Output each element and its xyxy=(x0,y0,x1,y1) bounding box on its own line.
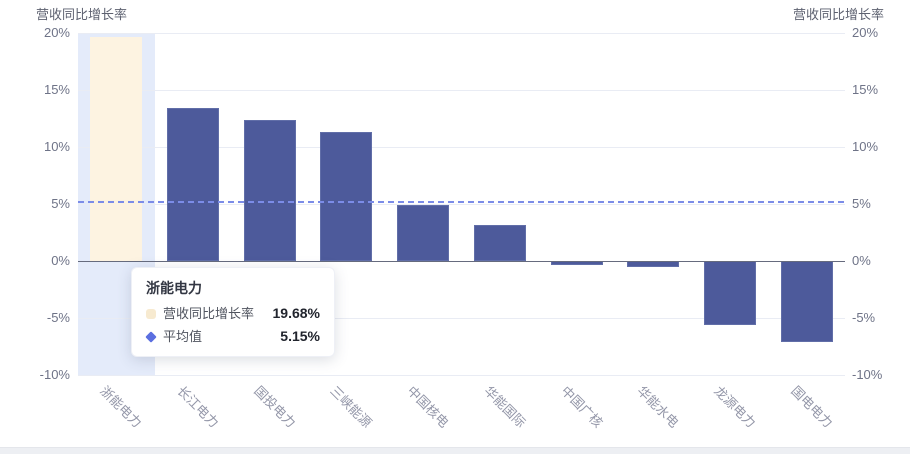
y-tick-label-left: 15% xyxy=(43,82,70,97)
y-gridline xyxy=(78,33,845,34)
bar-国投电力[interactable] xyxy=(244,120,296,261)
bar-国电电力[interactable] xyxy=(781,261,833,342)
y-tick-label-right: 20% xyxy=(852,25,879,40)
y-tick-label-right: 0% xyxy=(852,253,871,268)
x-axis-label-国投电力[interactable]: 国投电力 xyxy=(251,383,299,431)
y-tick-label-left: 20% xyxy=(43,25,70,40)
y-gridline xyxy=(78,147,845,148)
tooltip-series-label: 营收同比增长率 xyxy=(163,306,255,321)
x-axis-label-浙能电力[interactable]: 浙能电力 xyxy=(97,383,145,431)
average-markline xyxy=(78,201,845,203)
y-tick-label-right: -10% xyxy=(852,367,883,382)
y-tick-label-right: 5% xyxy=(852,196,871,211)
y-gridline xyxy=(78,318,845,319)
tooltip-average-value: 5.15% xyxy=(280,328,320,344)
x-axis-label-中国核电[interactable]: 中国核电 xyxy=(404,383,452,431)
y-tick-label-right: 10% xyxy=(852,139,879,154)
tooltip-average-label: 平均值 xyxy=(163,329,203,344)
y-tick-label-right: -5% xyxy=(852,310,876,325)
right-y-axis-title: 营收同比增长率 xyxy=(792,7,884,22)
bar-中国核电[interactable] xyxy=(397,205,449,261)
bar-龙源电力[interactable] xyxy=(704,261,756,325)
tooltip-title: 浙能电力 xyxy=(146,280,202,296)
diamond-icon xyxy=(145,330,157,343)
y-gridline xyxy=(78,204,845,205)
y-tick-label-right: 15% xyxy=(852,82,879,97)
bar-华能国际[interactable] xyxy=(474,225,526,261)
page-bottom-divider xyxy=(0,447,910,454)
y-tick-label-left: 0% xyxy=(51,253,70,268)
x-axis-label-华能国际[interactable]: 华能国际 xyxy=(481,383,529,431)
x-axis-label-龙源电力[interactable]: 龙源电力 xyxy=(711,383,759,431)
x-axis-label-三峡能源[interactable]: 三峡能源 xyxy=(327,383,375,431)
square-icon xyxy=(146,308,156,319)
y-tick-label-left: -5% xyxy=(46,310,70,325)
bar-长江电力[interactable] xyxy=(167,108,219,261)
x-axis-label-华能水电[interactable]: 华能水电 xyxy=(634,383,682,431)
y-tick-label-left: 10% xyxy=(43,139,70,154)
bar-浙能电力[interactable] xyxy=(90,37,142,261)
tooltip-row-average: 平均值 5.15% xyxy=(145,325,320,348)
bar-三峡能源[interactable] xyxy=(320,132,372,261)
left-y-axis-title: 营收同比增长率 xyxy=(36,7,128,22)
y-gridline xyxy=(78,90,845,91)
y-tick-label-left: -10% xyxy=(39,367,70,382)
y-tick-label-left: 5% xyxy=(51,196,70,211)
tooltip-row-series: 营收同比增长率 19.68% xyxy=(146,302,320,325)
chart-tooltip: 浙能电力 营收同比增长率 19.68% 平均值 5.15% xyxy=(131,267,335,357)
x-axis-label-国电电力[interactable]: 国电电力 xyxy=(788,383,836,431)
y-gridline xyxy=(78,375,845,376)
x-axis-label-长江电力[interactable]: 长江电力 xyxy=(174,383,222,431)
x-axis-label-中国广核[interactable]: 中国广核 xyxy=(558,383,606,431)
tooltip-series-value: 19.68% xyxy=(272,305,320,321)
x-axis-zero-line xyxy=(78,261,845,262)
